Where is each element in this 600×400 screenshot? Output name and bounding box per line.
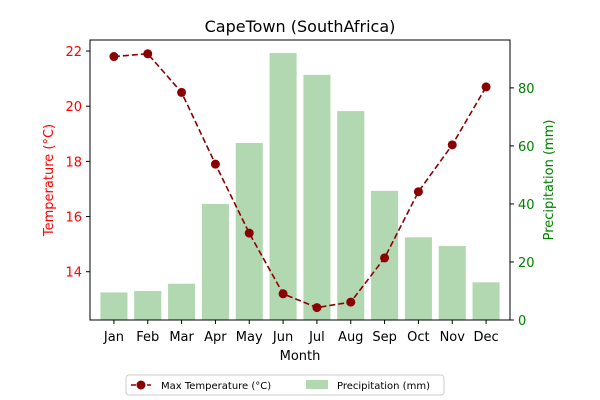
y-axis-left: 14 16 18 20 22 — [65, 45, 90, 281]
y-left-tick-label: 18 — [65, 155, 82, 170]
x-tick-label: Feb — [136, 330, 159, 345]
x-tick-label: Dec — [474, 330, 499, 345]
precipitation-bar — [269, 53, 297, 320]
legend-label-precipitation: Precipitation (mm) — [337, 381, 430, 392]
x-tick-label: Nov — [440, 330, 466, 345]
temperature-line — [113, 52, 487, 309]
temperature-point — [346, 297, 356, 307]
temperature-point — [143, 49, 153, 59]
legend-label-temperature: Max Temperature (°C) — [161, 381, 271, 392]
y-left-tick-label: 14 — [65, 266, 82, 281]
temperature-point — [109, 52, 119, 62]
temperature-point — [210, 159, 220, 169]
temperature-point — [380, 253, 390, 263]
temperature-line-layer — [109, 49, 491, 313]
y-axis-right: 0 20 40 60 80 — [510, 82, 535, 329]
x-tick-label: Sep — [372, 330, 397, 345]
x-axis-label: Month — [280, 349, 321, 364]
precipitation-bar — [201, 203, 229, 320]
legend: Max Temperature (°C) Precipitation (mm) — [125, 374, 445, 396]
chart-title: CapeTown (SouthAfrica) — [205, 17, 396, 36]
y-axis-right-label: Precipitation (mm) — [542, 120, 557, 241]
x-tick-label: May — [236, 330, 263, 345]
legend-line-marker — [136, 380, 146, 390]
precipitation-bar — [303, 74, 331, 320]
x-tick-label: Apr — [204, 330, 227, 345]
y-right-tick-label: 0 — [518, 314, 526, 329]
temperature-point — [312, 303, 322, 313]
y-right-tick-label: 60 — [518, 140, 535, 155]
precipitation-bar — [438, 246, 466, 320]
y-axis-left-label: Temperature (°C) — [42, 124, 57, 237]
temperature-point — [278, 289, 288, 299]
precipitation-bar — [134, 290, 162, 320]
x-tick-label: Mar — [169, 330, 194, 345]
precipitation-bars — [100, 53, 500, 321]
precipitation-bar — [100, 292, 128, 320]
precipitation-bar — [337, 111, 365, 321]
x-axis: Jan Feb Mar Apr May Jun Jul Aug Sep Oct Nov Dec — [103, 320, 499, 345]
temperature-point — [177, 87, 187, 97]
legend-bar-swatch — [306, 380, 328, 389]
y-left-tick-label: 20 — [65, 100, 82, 115]
plot-frame — [89, 39, 511, 321]
y-right-tick-label: 80 — [518, 82, 535, 97]
x-tick-label: Jun — [272, 330, 293, 345]
legend-box — [125, 374, 445, 396]
x-tick-label: Jan — [103, 330, 124, 345]
precipitation-bar — [472, 282, 500, 320]
x-tick-label: Aug — [338, 330, 363, 345]
y-left-tick-label: 16 — [65, 211, 82, 226]
y-right-tick-label: 20 — [518, 256, 535, 271]
y-right-tick-label: 40 — [518, 198, 535, 213]
temperature-point — [447, 140, 457, 150]
x-tick-label: Oct — [407, 330, 429, 345]
temperature-point — [481, 82, 491, 92]
temperature-point — [413, 187, 423, 197]
precipitation-bar — [404, 237, 432, 320]
precipitation-bar — [168, 283, 196, 320]
temperature-point — [244, 228, 254, 238]
x-tick-label: Jul — [308, 330, 325, 345]
y-left-tick-label: 22 — [65, 45, 82, 60]
